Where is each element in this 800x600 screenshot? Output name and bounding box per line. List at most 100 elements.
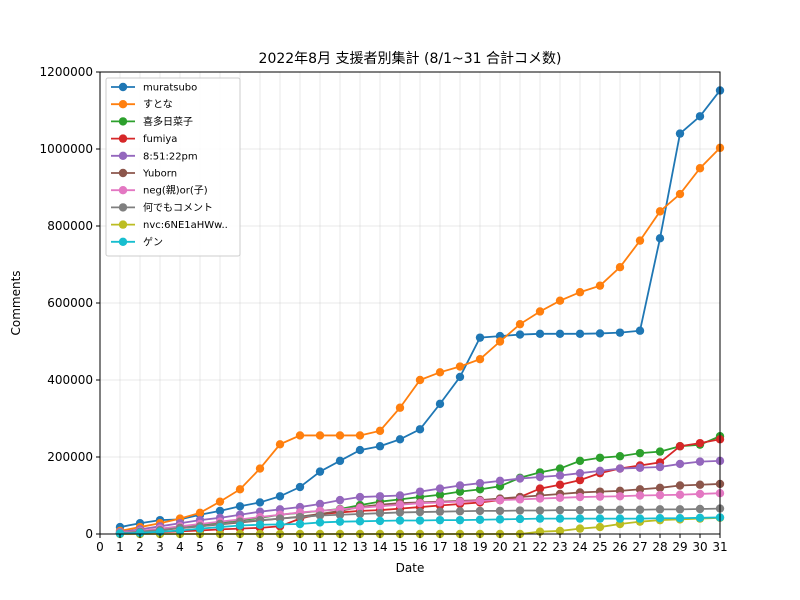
data-point — [235, 485, 245, 494]
data-point — [435, 490, 445, 499]
x-tick-label: 16 — [412, 540, 427, 554]
data-point — [695, 438, 705, 448]
data-point — [575, 468, 585, 478]
x-tick-label: 9 — [276, 540, 284, 554]
data-point — [555, 526, 565, 536]
data-point — [315, 467, 325, 476]
data-point — [195, 508, 205, 518]
legend-item: 何でもコメント — [111, 201, 213, 214]
data-point — [635, 491, 645, 500]
data-point — [535, 307, 545, 316]
data-point — [395, 491, 405, 500]
data-point — [475, 478, 485, 488]
data-point — [455, 507, 465, 516]
data-point — [675, 490, 685, 499]
data-point — [515, 330, 525, 339]
data-point — [575, 492, 585, 502]
data-point — [295, 519, 305, 529]
x-tick-label: 19 — [472, 540, 487, 554]
plot-area — [115, 86, 725, 539]
data-point — [335, 456, 345, 466]
data-point — [375, 502, 385, 511]
x-tick-label: 27 — [632, 540, 647, 554]
data-point — [615, 262, 625, 272]
x-tick-label: 22 — [532, 540, 547, 554]
data-point — [335, 431, 345, 440]
x-tick-label: 28 — [652, 540, 667, 554]
data-point — [375, 509, 385, 518]
data-point — [595, 505, 605, 514]
x-tick-label: 20 — [492, 540, 507, 554]
y-tick-label: 800000 — [47, 219, 93, 233]
x-tick-label: 0 — [96, 540, 104, 554]
data-point — [535, 329, 545, 338]
legend-marker — [118, 100, 128, 109]
data-point — [235, 521, 245, 530]
data-point — [475, 496, 485, 506]
data-point — [555, 514, 565, 523]
legend-marker — [118, 186, 128, 195]
x-tick-label: 13 — [352, 540, 367, 554]
x-tick-label: 25 — [592, 540, 607, 554]
data-point — [535, 494, 545, 503]
data-point — [635, 514, 645, 523]
data-point — [315, 518, 325, 527]
x-tick-label: 17 — [432, 540, 447, 554]
data-point — [555, 471, 565, 480]
y-tick-label: 1200000 — [40, 65, 93, 79]
data-point — [515, 319, 525, 329]
x-tick-label: 29 — [672, 540, 687, 554]
data-point — [575, 456, 585, 466]
data-point — [675, 481, 685, 490]
data-point — [655, 505, 665, 514]
data-point — [275, 520, 285, 529]
data-point — [175, 526, 185, 535]
data-point — [355, 517, 365, 526]
data-point — [515, 514, 525, 524]
data-point — [435, 507, 445, 516]
legend-frame — [105, 77, 241, 257]
data-point — [215, 506, 225, 516]
y-tick-label: 400000 — [47, 373, 93, 387]
data-point — [215, 497, 225, 506]
data-point — [195, 524, 205, 533]
data-point — [575, 514, 585, 523]
data-point — [315, 499, 325, 509]
data-point — [635, 463, 645, 472]
data-point — [515, 474, 525, 483]
data-point — [615, 464, 625, 473]
data-point — [575, 505, 585, 515]
legend-item: neg(親)or(子) — [111, 184, 208, 197]
data-point — [555, 493, 565, 503]
data-point — [635, 236, 645, 245]
data-point — [475, 333, 485, 342]
legend-label: neg(親)or(子) — [143, 184, 208, 197]
data-point — [615, 514, 625, 523]
data-point — [355, 445, 365, 455]
legend-item: Yuborn — [111, 169, 177, 180]
x-tick-label: 5 — [196, 540, 204, 554]
legend-marker — [118, 151, 128, 160]
data-point — [515, 495, 525, 504]
data-point — [455, 497, 465, 506]
x-tick-label: 12 — [332, 540, 347, 554]
data-point — [655, 514, 665, 523]
data-point — [375, 516, 385, 526]
data-point — [475, 506, 485, 516]
legend-label: muratsubo — [143, 83, 197, 94]
data-point — [535, 484, 545, 493]
legend-item: nvc:6NE1aHWw.. — [111, 220, 228, 231]
data-point — [655, 490, 665, 500]
legend-marker — [118, 82, 128, 92]
x-tick-label: 10 — [292, 540, 307, 554]
data-point — [675, 129, 685, 138]
data-point — [315, 511, 325, 520]
legend-label: Yuborn — [142, 169, 177, 180]
legend-item: 喜多日菜子 — [111, 115, 193, 128]
data-point — [615, 505, 625, 514]
x-tick-label: 2 — [136, 540, 144, 554]
x-tick-label: 11 — [312, 540, 327, 554]
x-axis-label: Date — [396, 561, 425, 575]
data-point — [395, 500, 405, 509]
data-point — [255, 498, 265, 507]
